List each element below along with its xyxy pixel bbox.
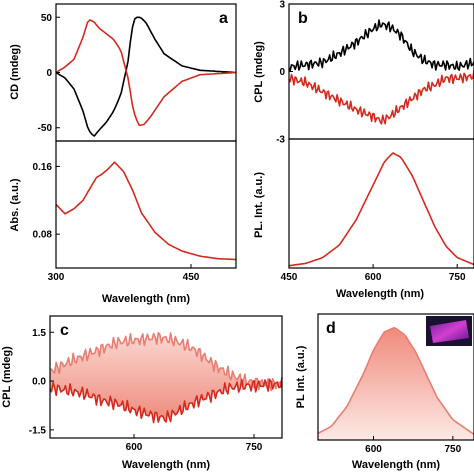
panel-a-abs-ytick-label: 0.08 [33, 230, 53, 241]
panel-c-xtick-label: 750 [246, 442, 263, 453]
panel-a-abs-series-red [55, 161, 237, 261]
panel-c-ytick-label: 1.5 [32, 328, 46, 339]
panel-c-frame [49, 315, 283, 439]
panel-c-cpl-band [50, 332, 282, 423]
panel-label-b: b [298, 10, 308, 27]
panel-b-series-black [288, 19, 474, 72]
panel-c-ytick-label: 0.0 [32, 377, 46, 388]
panel-d-ylabel: PL Int. (a.u.) [295, 345, 307, 408]
panel-c-ytick-label: -1.5 [29, 425, 47, 436]
panel-b-bottom-frame [288, 138, 474, 269]
panel-a-ytick-label: 50 [41, 13, 53, 24]
panel-d-pl-area [318, 327, 474, 440]
panel-a-ylabel: CD (mdeg) [9, 44, 21, 100]
panel-a-abs-ytick-label: 0.16 [33, 162, 53, 173]
panel-b-pl-xtick-label: 750 [449, 272, 466, 283]
panel-b-series-red [288, 70, 474, 125]
panel-a-abs-ylabel: Abs. (a.u.) [9, 178, 21, 232]
panel-d-xtick-label: 600 [365, 444, 382, 455]
panel-a-ytick-label: 0 [46, 68, 52, 79]
panel-a-ytick-label: -50 [38, 123, 53, 134]
panel-c-ylabel: CPL (mdeg) [1, 346, 13, 408]
panel-a-abs-xtick-label: 450 [183, 272, 200, 283]
panel-b-pl-xtick-label: 600 [365, 272, 382, 283]
panel-d-xtick-label: 750 [445, 444, 462, 455]
panel-label-a: a [219, 10, 228, 27]
panel-a-xlabel: Wavelength (nm) [102, 293, 191, 305]
panel-c-series-red [49, 377, 283, 424]
panel-label-d: d [326, 320, 336, 337]
panel-b-pl-series-red [288, 152, 474, 267]
panel-b-pl-xtick-label: 450 [281, 272, 298, 283]
panel-b-ylabel: CPL (mdeg) [253, 41, 265, 103]
panel-b-ytick-label: 0 [279, 67, 285, 78]
panel-label-c: c [60, 322, 69, 339]
panel-b-xlabel: Wavelength (nm) [336, 288, 425, 300]
panel-c-xlabel: Wavelength (nm) [122, 459, 211, 471]
panel-b-pl-ylabel: PL. Int. (a.u.) [253, 172, 265, 238]
panel-a-abs-xtick-label: 300 [48, 272, 65, 283]
panel-a-bottom-frame [55, 140, 237, 269]
panel-d-frame [317, 313, 474, 441]
panel-d-series-lightRed [317, 327, 474, 436]
panel-b-ytick-label: -3 [276, 135, 285, 146]
inset-glow [430, 320, 469, 343]
panel-a-series-black [55, 16, 237, 137]
panel-a-top-frame [55, 3, 237, 142]
panel-a-series-red [55, 19, 237, 127]
panel-c-xtick-label: 600 [126, 442, 143, 453]
panel-b-ytick-label: 3 [279, 0, 285, 11]
panel-d-xlabel: Wavelength (nm) [352, 459, 441, 471]
panel-c-series-lightRed [50, 332, 283, 392]
